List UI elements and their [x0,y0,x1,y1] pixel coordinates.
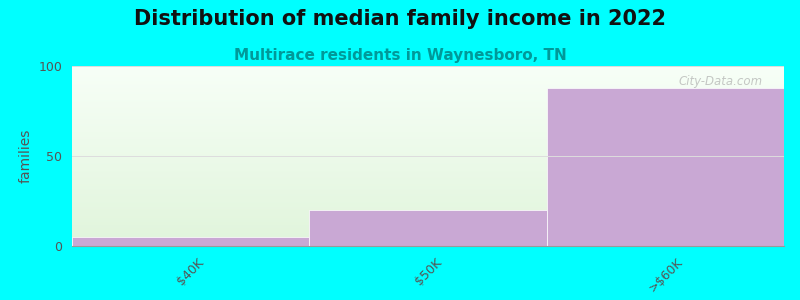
Text: Distribution of median family income in 2022: Distribution of median family income in … [134,9,666,29]
Y-axis label: families: families [19,129,33,183]
Bar [546,88,784,246]
Bar [72,237,310,246]
Bar [310,210,546,246]
Text: City-Data.com: City-Data.com [678,75,762,88]
Text: Multirace residents in Waynesboro, TN: Multirace residents in Waynesboro, TN [234,48,566,63]
